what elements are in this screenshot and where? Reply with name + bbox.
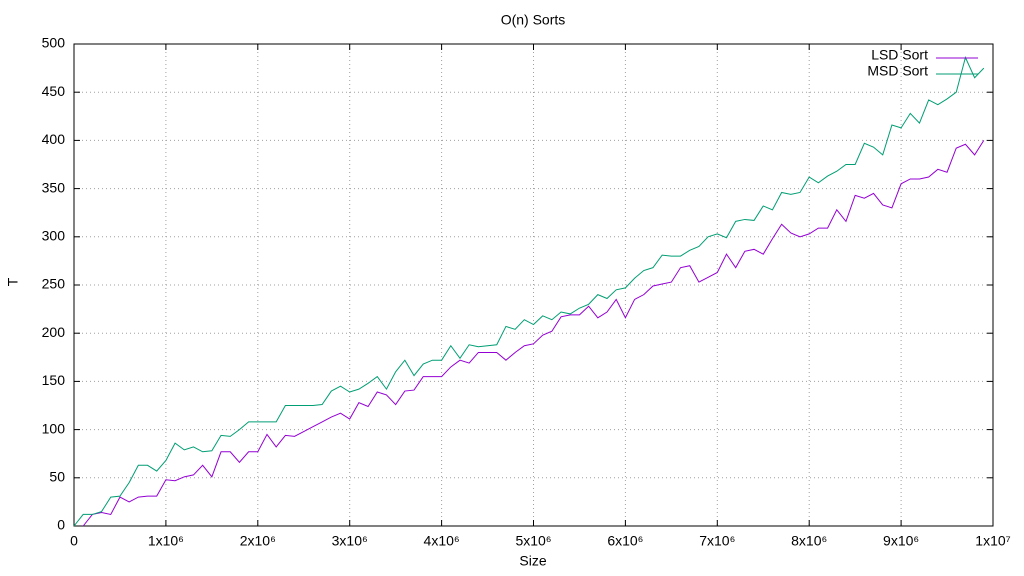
data-line — [82, 140, 985, 527]
x-tick-label: 1x10⁷ — [975, 533, 1010, 549]
legend-label: MSD Sort — [867, 63, 928, 79]
x-tick-label: 4x10⁶ — [424, 533, 460, 549]
x-tick-label: 8x10⁶ — [791, 533, 827, 549]
y-tick-label: 200 — [42, 324, 66, 340]
x-tick-label: 6x10⁶ — [607, 533, 643, 549]
x-tick-label: 5x10⁶ — [515, 533, 551, 549]
x-tick-label: 2x10⁶ — [240, 533, 276, 549]
y-tick-label: 500 — [42, 35, 66, 51]
y-tick-label: 400 — [42, 131, 66, 147]
y-tick-label: 350 — [42, 179, 66, 195]
y-tick-label: 450 — [42, 83, 66, 99]
plot-border — [73, 43, 994, 527]
y-tick-label: 150 — [42, 372, 66, 388]
x-tick-label: 0 — [70, 533, 78, 549]
x-tick-label: 9x10⁶ — [883, 533, 919, 549]
legend-label: LSD Sort — [871, 47, 928, 63]
x-tick-label: 7x10⁶ — [699, 533, 735, 549]
x-axis-label: Size — [519, 553, 546, 569]
x-tick-label: 1x10⁶ — [148, 533, 184, 549]
y-tick-label: 0 — [57, 517, 65, 533]
y-tick-label: 300 — [42, 228, 66, 244]
data-line — [73, 56, 985, 527]
y-axis-label: T — [5, 277, 21, 286]
y-tick-label: 250 — [42, 276, 66, 292]
y-tick-label: 100 — [42, 420, 66, 436]
x-tick-label: 3x10⁶ — [332, 533, 368, 549]
y-tick-label: 50 — [49, 469, 65, 485]
chart-title: O(n) Sorts — [501, 12, 566, 28]
